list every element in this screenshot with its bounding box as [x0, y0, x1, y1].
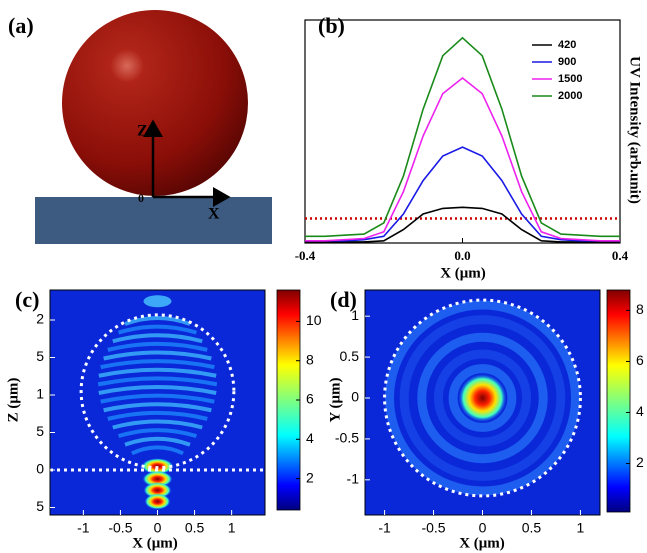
y-axis-label: Z (μm) [5, 378, 21, 423]
y-tick-label: -1 [347, 471, 360, 487]
panel-label: (b) [318, 13, 345, 38]
substrate [35, 197, 272, 244]
x-tick-label: 1 [577, 520, 585, 536]
series-line [305, 78, 620, 241]
legend-label: 420 [558, 39, 576, 51]
axis-label: Z [137, 123, 148, 140]
series-line [305, 207, 620, 242]
hot-spot [145, 494, 171, 510]
heatmap [365, 290, 600, 515]
page: (a) Z X 0 -0.40.00.442090015002000(b)X (… [0, 0, 647, 553]
panel-label: (c) [15, 287, 39, 312]
y-axis-label: Y (μm) [327, 377, 343, 422]
y-tick-label: 1 [36, 386, 44, 402]
colorbar-tick-label: 6 [636, 352, 644, 368]
colorbar-tick-label: 6 [306, 391, 314, 407]
x-tick-label: -1 [378, 520, 391, 536]
y-tick-label: 5 [36, 498, 44, 514]
figure: (a) Z X 0 -0.40.00.442090015002000(b)X (… [0, 0, 647, 553]
illustration: (a) Z X 0 [8, 10, 272, 244]
colorbar-tick-label: 2 [306, 469, 314, 485]
x-axis-label: X (μm) [132, 535, 178, 551]
x-tick-label: -1 [77, 520, 90, 536]
x-tick-label: 0.0 [454, 248, 470, 263]
colorbar-tick-label: 10 [306, 312, 322, 328]
y-tick-label: 0.5 [340, 348, 360, 364]
x-tick-label: -0.5 [108, 520, 132, 536]
panel-label: (a) [8, 13, 34, 38]
x-tick-label: 0.5 [522, 520, 542, 536]
plot-frame [305, 20, 620, 243]
heatmap [50, 290, 265, 515]
y-tick-label: -0.5 [335, 430, 359, 446]
y-tick-label: 0 [36, 461, 44, 477]
colorbar-tick-label: 8 [306, 351, 314, 367]
sphere [62, 10, 248, 196]
x-tick-label: 0.5 [185, 520, 205, 536]
colorbar-tick-label: 8 [636, 301, 644, 317]
series-line [305, 147, 620, 241]
hot-spot [459, 374, 507, 422]
legend-label: 900 [558, 56, 576, 68]
colorbar [607, 290, 630, 512]
x-axis-label: X (μm) [440, 265, 486, 281]
x-tick-label: 0 [479, 520, 487, 536]
y-axis-label: UV Intensity (arb.unit) [627, 56, 643, 204]
hot-spot [144, 295, 172, 307]
y-tick-label: 5 [36, 348, 44, 364]
x-tick-label: 0.4 [612, 248, 629, 263]
colorbar-tick-label: 4 [636, 403, 644, 419]
x-tick-label: -0.5 [421, 520, 445, 536]
x-tick-label: -0.4 [295, 248, 316, 263]
panel-label: (d) [330, 287, 357, 312]
y-tick-label: 0 [351, 389, 359, 405]
x-axis-label: X (μm) [459, 535, 505, 551]
x-tick-label: 1 [228, 520, 236, 536]
x-tick-label: 0 [154, 520, 162, 536]
legend-label: 2000 [558, 90, 582, 102]
legend-label: 1500 [558, 73, 582, 85]
y-tick-label: 2 [36, 311, 44, 327]
axis-label: X [208, 206, 220, 223]
origin-label: 0 [138, 191, 144, 205]
colorbar-tick-label: 2 [636, 454, 644, 470]
colorbar-tick-label: 4 [306, 430, 314, 446]
y-tick-label: 5 [36, 423, 44, 439]
